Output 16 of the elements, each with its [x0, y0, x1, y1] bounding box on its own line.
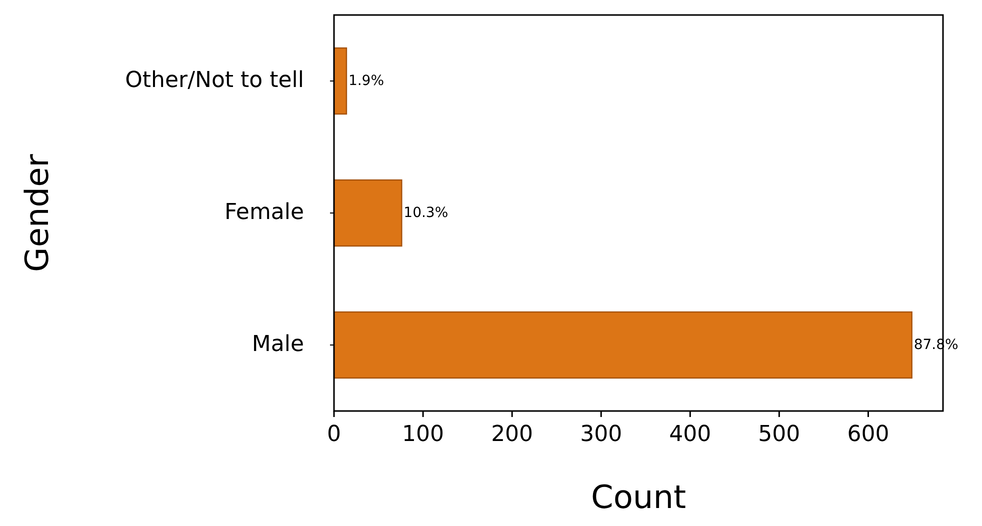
y-tick-label: Male: [252, 332, 304, 358]
y-axis-title: Gender: [18, 153, 56, 272]
x-tick-label: 100: [402, 422, 444, 447]
x-axis-title: Count: [590, 478, 686, 516]
x-tick-label: 400: [669, 422, 712, 447]
bar: [333, 311, 912, 379]
x-tick-label: 200: [491, 422, 534, 447]
annotation: 10.3%: [404, 204, 448, 221]
x-tick-label: 600: [847, 422, 890, 447]
y-tick-label: Female: [224, 200, 304, 226]
bar: [333, 179, 402, 247]
y-tick-label: Other/Not to tell: [125, 68, 304, 94]
x-tick-label: 500: [758, 422, 800, 447]
annotation: 1.9%: [348, 72, 384, 89]
x-tick-label: 300: [580, 422, 622, 447]
x-tick-label: 0: [327, 422, 341, 447]
